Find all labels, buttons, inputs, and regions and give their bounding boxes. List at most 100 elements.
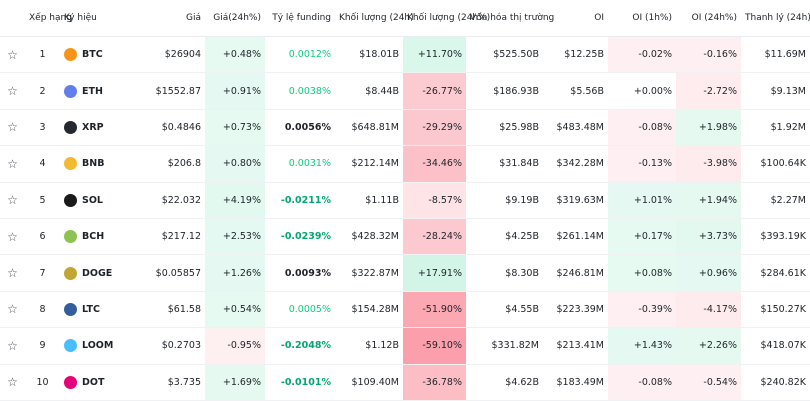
cell: $3.735 (140, 364, 205, 401)
cell: $150.27K (741, 291, 810, 329)
cell-text: +0.48% (222, 49, 261, 61)
cell-text: $342.28M (556, 158, 604, 170)
cell-text: $154.28M (351, 303, 399, 315)
cell-text: +11.70% (417, 49, 462, 61)
cell-text: $1552.87 (155, 85, 201, 97)
favorite-star[interactable]: ☆ (7, 84, 18, 99)
cell-text: -0.39% (638, 303, 672, 315)
coin-icon (64, 48, 77, 62)
cell-text: +0.17% (633, 231, 672, 243)
favorite-star[interactable]: ☆ (7, 156, 18, 171)
coin-row: ☆ 6 BCH $217.12 +2.53% -0.0239% $428.32M -28.24… (0, 218, 810, 256)
favorite-cell: ☆ (0, 364, 25, 401)
cell-text: $22.032 (161, 194, 201, 206)
cell-text: 4 (39, 158, 46, 170)
cell: +1.43% (608, 327, 676, 365)
cell: ETH (60, 72, 140, 110)
cell: $100.64K (741, 145, 810, 183)
cell-text: -36.78% (422, 376, 462, 388)
cell-text: +1.01% (633, 194, 672, 206)
cell: +0.08% (608, 254, 676, 292)
symbol: BNB (64, 157, 136, 171)
cell-text: +0.96% (698, 267, 737, 279)
favorite-star[interactable]: ☆ (7, 302, 18, 317)
cell: LOOM (60, 327, 140, 365)
cell: $393.19K (741, 218, 810, 256)
cell: $428.32M (335, 218, 403, 256)
cell-text: $12.25B (564, 49, 604, 61)
cell: +0.54% (205, 291, 265, 329)
cell-text: +0.80% (222, 158, 261, 170)
cell: $1.11B (335, 182, 403, 219)
cell: 0.0056% (265, 109, 335, 147)
cell-text: 0.0093% (284, 267, 331, 279)
cell-text: $8.30B (505, 267, 539, 279)
favorite-cell: ☆ (0, 145, 25, 183)
cell-text: $4.25B (505, 231, 539, 243)
favorite-star[interactable]: ☆ (7, 229, 18, 244)
favorite-star[interactable]: ☆ (7, 47, 18, 62)
symbol: LTC (64, 302, 136, 316)
cell: +0.96% (676, 254, 741, 292)
favorite-cell: ☆ (0, 254, 25, 292)
cell: $4.62B (466, 364, 543, 401)
symbol: XRP (64, 120, 136, 134)
cell-text: $150.27K (760, 303, 806, 315)
cell: $11.69M (741, 36, 810, 74)
cell: 4 (25, 145, 60, 183)
cell-text: 2 (39, 85, 46, 97)
cell: XRP (60, 109, 140, 147)
favorite-cell: ☆ (0, 72, 25, 110)
symbol: BCH (64, 230, 136, 244)
cell-text: +1.69% (222, 376, 261, 388)
cell: $2.27M (741, 182, 810, 219)
favorite-star[interactable]: ☆ (7, 120, 18, 135)
coin-row: ☆ 7 DOGE $0.05857 +1.26% 0.0093% $322.87M +17.9… (0, 254, 810, 292)
coin-row: ☆ 9 LOOM $0.2703 -0.95% -0.2048% $1.12B -59.10%… (0, 327, 810, 365)
cell-text: $25.98B (499, 121, 539, 133)
cell-text: $0.05857 (155, 267, 201, 279)
cell-text: $217.12 (161, 231, 201, 243)
cell: $0.05857 (140, 254, 205, 292)
cell-text: +4.19% (222, 194, 261, 206)
cell-text: -0.16% (703, 49, 737, 61)
header-row: Xếp hạng Ký hiệu Giá Giá(24h%) Tỷ lệ funding… (0, 0, 810, 37)
favorite-star[interactable]: ☆ (7, 338, 18, 353)
favorite-star[interactable]: ☆ (7, 193, 18, 208)
cell: 0.0093% (265, 254, 335, 292)
cell: $1.92M (741, 109, 810, 147)
cell-text: $483.48M (556, 121, 604, 133)
cell: 0.0031% (265, 145, 335, 183)
cell: $240.82K (741, 364, 810, 401)
cell: $319.63M (543, 182, 608, 219)
cell-text: $109.40M (351, 376, 399, 388)
favorite-star[interactable]: ☆ (7, 266, 18, 281)
symbol: DOGE (64, 266, 136, 280)
column-header: Xếp hạng (25, 0, 72, 37)
cell: 5 (25, 182, 60, 219)
symbol-text: ETH (82, 85, 103, 97)
cell-text: $3.735 (167, 376, 201, 388)
cell: $22.032 (140, 182, 205, 219)
favorite-cell: ☆ (0, 327, 25, 365)
cell-text: $8.44B (365, 85, 399, 97)
cell: $26904 (140, 36, 205, 74)
cell-text: +2.53% (222, 231, 261, 243)
coin-icon (64, 157, 77, 171)
favorite-cell: ☆ (0, 182, 25, 219)
coin-row: ☆ 1 BTC $26904 +0.48% 0.0012% $18.01B +11.70% $5… (0, 36, 810, 74)
favorite-star[interactable]: ☆ (7, 375, 18, 390)
cell-text: -3.98% (703, 158, 737, 170)
cell-text: $223.39M (556, 303, 604, 315)
symbol: SOL (64, 193, 136, 207)
cell: $109.40M (335, 364, 403, 401)
cell: $9.13M (741, 72, 810, 110)
cell-text: +2.26% (698, 340, 737, 352)
cell: 8 (25, 291, 60, 329)
symbol-text: SOL (82, 194, 103, 206)
cell: -26.77% (403, 72, 466, 110)
cell: -2.72% (676, 72, 741, 110)
cell: -0.02% (608, 36, 676, 74)
symbol: DOT (64, 375, 136, 389)
